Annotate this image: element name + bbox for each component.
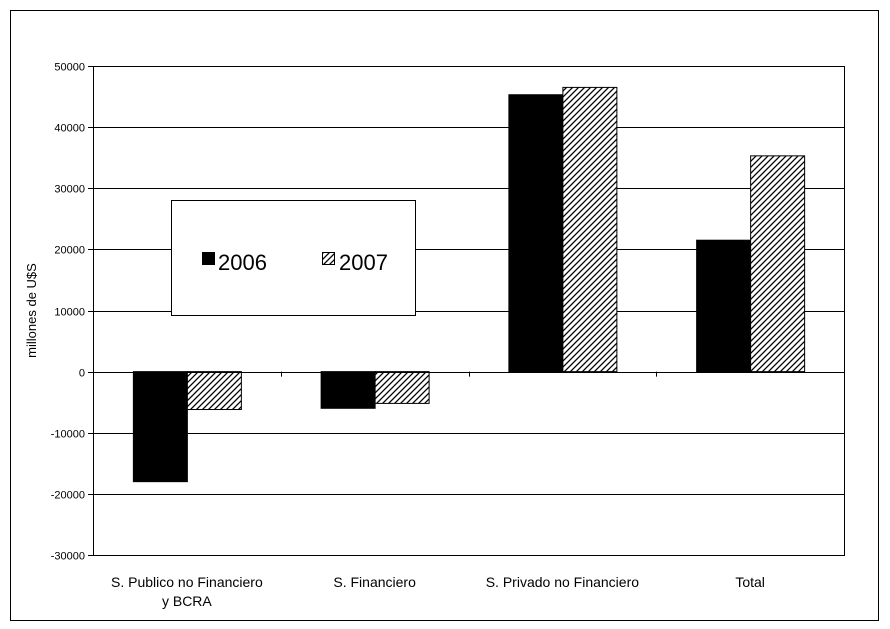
axis-labels: -30000 -20000 -10000 0 10000 20000 30000 40000 5… <box>24 62 765 610</box>
category-label: S. Financiero <box>333 574 416 590</box>
bar-2007 <box>186 371 242 411</box>
y-tick-label: 30000 <box>54 184 85 196</box>
legend-swatch-2007 <box>322 252 335 265</box>
bar-2006 <box>508 94 564 373</box>
legend-label-2006: 2006 <box>218 250 267 275</box>
bars <box>132 86 806 483</box>
bar-2007 <box>562 86 618 373</box>
y-tick-label: 50000 <box>54 62 85 74</box>
legend: 2006 2007 <box>171 200 416 316</box>
bar-2006 <box>696 239 752 373</box>
legend-swatch-2006 <box>202 252 215 265</box>
y-tick-label: 20000 <box>54 245 85 257</box>
bar-2006 <box>132 371 188 483</box>
y-tick-label: -10000 <box>51 429 85 441</box>
category-label: Total <box>735 574 765 590</box>
bar-2007 <box>374 371 430 404</box>
y-axis-title: millones de U$S <box>24 263 39 358</box>
axes <box>88 66 845 556</box>
bar-2006 <box>320 371 376 409</box>
y-tick-label: -30000 <box>51 551 85 563</box>
legend-label-2007: 2007 <box>339 250 388 275</box>
y-tick-label: 40000 <box>54 123 85 135</box>
y-tick-label: -20000 <box>51 490 85 502</box>
category-label: S. Privado no Financiero <box>486 574 640 590</box>
y-tick-label: 0 <box>79 368 85 380</box>
y-tick-label: 10000 <box>54 307 85 319</box>
category-label: S. Publico no Financiero y BCRA <box>111 574 263 609</box>
bar-2007 <box>750 155 806 373</box>
plot-frame <box>93 66 845 556</box>
